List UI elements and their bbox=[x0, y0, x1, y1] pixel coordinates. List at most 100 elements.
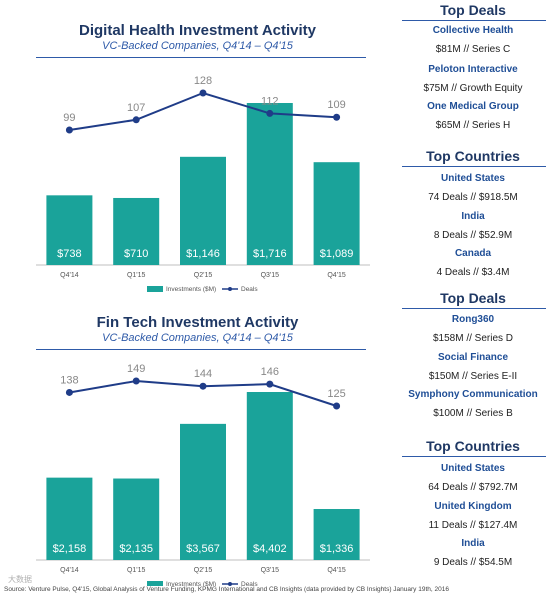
legend-label-investments: Investments ($M) bbox=[166, 286, 216, 293]
bar-3 bbox=[246, 392, 293, 560]
bar-value-label: $2,135 bbox=[119, 543, 153, 555]
deals-value-label: 146 bbox=[261, 366, 279, 378]
deals-value-label: 149 bbox=[127, 363, 145, 375]
country-name: United Kingdom bbox=[434, 501, 512, 512]
legend-swatch-investments bbox=[147, 581, 163, 586]
deal-detail: $100M // Series B bbox=[433, 408, 513, 419]
country-detail: 8 Deals // $52.9M bbox=[433, 230, 513, 241]
deals-point-2 bbox=[199, 89, 207, 97]
country-name: India bbox=[461, 538, 485, 549]
bar-value-label: $1,089 bbox=[320, 248, 354, 260]
bar-value-label: $4,402 bbox=[253, 543, 287, 555]
x-tick-label: Q4'14 bbox=[60, 272, 79, 279]
deals-point-4 bbox=[333, 113, 341, 121]
legend-label-deals: Deals bbox=[241, 286, 258, 293]
deals-point-0 bbox=[65, 388, 73, 396]
legend-marker-deals bbox=[228, 582, 232, 586]
x-tick-label: Q1'15 bbox=[127, 567, 146, 574]
bar-2 bbox=[180, 156, 226, 265]
deals-value-label: 125 bbox=[327, 388, 345, 400]
top-deals-heading: Top Deals bbox=[440, 290, 506, 306]
deals-value-label: 99 bbox=[63, 112, 75, 124]
deals-point-2 bbox=[199, 382, 207, 390]
deals-point-3 bbox=[266, 109, 274, 117]
legend-label-deals: Deals bbox=[241, 581, 258, 586]
country-detail: 64 Deals // $792.7M bbox=[428, 482, 518, 493]
deals-point-0 bbox=[65, 126, 73, 134]
digital-health-chart: $738 Q4'14 $710 Q1'15 $1,146 Q2'15 $1,716 Q3'15… bbox=[36, 75, 370, 293]
deals-value-label: 144 bbox=[194, 368, 212, 380]
country-name: Canada bbox=[454, 248, 492, 259]
title-rule bbox=[36, 349, 366, 350]
bar-value-label: $2,158 bbox=[53, 543, 87, 555]
deal-detail: $75M // Growth Equity bbox=[423, 83, 523, 94]
country-detail: 11 Deals // $127.4M bbox=[428, 520, 518, 531]
deals-value-label: 107 bbox=[127, 102, 145, 114]
country-name: India bbox=[461, 211, 485, 222]
deal-company: Collective Health bbox=[432, 25, 514, 36]
deal-company: Peloton Interactive bbox=[428, 64, 518, 75]
deals-point-1 bbox=[132, 116, 140, 124]
bar-1 bbox=[113, 197, 160, 265]
x-tick-label: Q4'15 bbox=[327, 272, 346, 279]
section-rule bbox=[402, 308, 546, 309]
deals-line bbox=[69, 91, 337, 131]
legend-swatch-investments bbox=[147, 286, 163, 292]
bar-value-label: $1,716 bbox=[253, 248, 287, 260]
deals-point-1 bbox=[132, 377, 140, 385]
x-tick-label: Q3'15 bbox=[261, 272, 280, 279]
top-deals-heading: Top Deals bbox=[440, 2, 506, 18]
x-tick-label: Q1'15 bbox=[127, 272, 146, 279]
deal-company: Social Finance bbox=[437, 352, 509, 363]
bar-0 bbox=[46, 195, 93, 265]
bar-value-label: $1,336 bbox=[320, 543, 354, 555]
top-countries-heading: Top Countries bbox=[426, 438, 520, 454]
deals-value-label: 138 bbox=[60, 374, 78, 386]
x-tick-label: Q3'15 bbox=[261, 567, 280, 574]
chart-subtitle: VC-Backed Companies, Q4'14 – Q4'15 bbox=[102, 40, 293, 52]
bar-1 bbox=[113, 478, 160, 560]
x-tick-label: Q2'15 bbox=[194, 567, 213, 574]
chart-title: Digital Health Investment Activity bbox=[79, 22, 316, 39]
country-name: United States bbox=[441, 463, 505, 474]
x-tick-label: Q2'15 bbox=[194, 272, 213, 279]
section-rule bbox=[402, 20, 546, 21]
deal-company: Rong360 bbox=[451, 314, 495, 325]
chart-subtitle: VC-Backed Companies, Q4'14 – Q4'15 bbox=[102, 332, 293, 344]
x-tick-label: Q4'15 bbox=[327, 567, 346, 574]
bar-4 bbox=[313, 162, 360, 265]
country-detail: 9 Deals // $54.5M bbox=[433, 557, 513, 568]
fintech-chart: $2,158 Q4'14 $2,135 Q1'15 $3,567 Q2'15 $4,402 Q… bbox=[36, 363, 370, 586]
section-rule bbox=[402, 166, 546, 167]
title-rule bbox=[36, 57, 366, 58]
deals-value-label: 112 bbox=[261, 95, 279, 107]
deals-value-label: 109 bbox=[327, 99, 345, 111]
bar-3 bbox=[246, 103, 293, 265]
deal-detail: $158M // Series D bbox=[432, 333, 514, 344]
deal-company: One Medical Group bbox=[427, 101, 519, 112]
deal-detail: $65M // Series H bbox=[435, 120, 511, 131]
top-countries-heading: Top Countries bbox=[426, 148, 520, 164]
legend-marker-deals bbox=[228, 287, 232, 291]
deals-point-4 bbox=[333, 402, 341, 410]
deal-detail: $150M // Series E-II bbox=[428, 371, 518, 382]
bar-value-label: $738 bbox=[57, 248, 81, 260]
country-name: United States bbox=[441, 173, 505, 184]
bar-value-label: $710 bbox=[124, 248, 148, 260]
chart-title: Fin Tech Investment Activity bbox=[96, 314, 299, 331]
deals-point-3 bbox=[266, 380, 274, 388]
deals-value-label: 128 bbox=[194, 75, 212, 87]
digital-health-chart-panel: Digital Health Investment Activity VC-Ba… bbox=[0, 0, 395, 300]
bar-4 bbox=[313, 509, 360, 560]
country-detail: 4 Deals // $3.4M bbox=[436, 267, 510, 278]
bar-0 bbox=[46, 477, 93, 560]
bar-value-label: $3,567 bbox=[186, 543, 220, 555]
section-rule bbox=[402, 456, 546, 457]
bar-value-label: $1,146 bbox=[186, 248, 220, 260]
bar-2 bbox=[180, 423, 226, 560]
deal-detail: $81M // Series C bbox=[435, 44, 511, 55]
watermark-text: 大数据 bbox=[8, 575, 32, 584]
country-detail: 74 Deals // $918.5M bbox=[428, 192, 518, 203]
fintech-chart-panel: Fin Tech Investment Activity VC-Backed C… bbox=[0, 300, 395, 586]
deal-company: Symphony Communication bbox=[408, 389, 538, 400]
